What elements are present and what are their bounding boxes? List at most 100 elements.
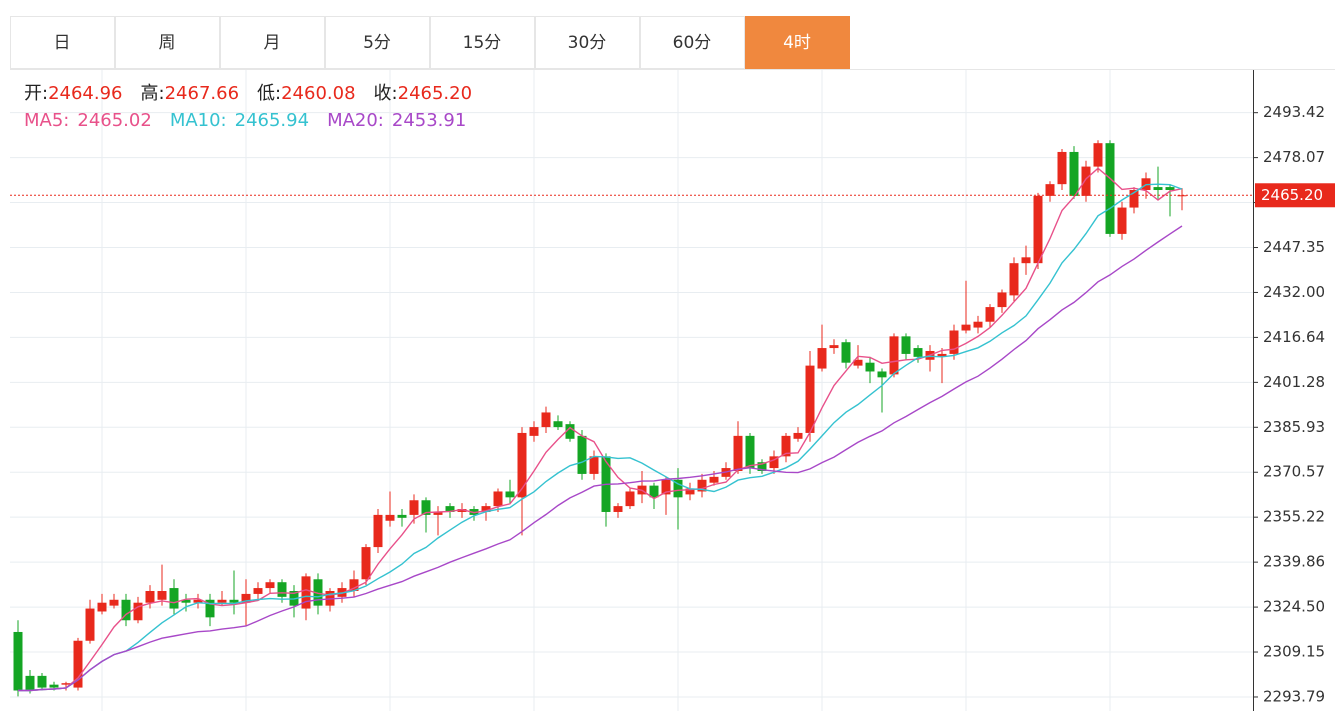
y-tick-label: 2401.28 [1263,373,1325,391]
ohlc-label: 收: [374,83,398,104]
candle-body [253,588,263,594]
candle-body [589,456,599,474]
candle-body [1081,166,1091,196]
y-tick-label: 2416.64 [1263,328,1325,346]
y-tick-label: 2447.35 [1263,238,1325,256]
candle-body [433,511,443,515]
tab[interactable] [10,16,115,69]
candle-body [769,456,779,469]
candle-body [397,514,407,518]
tab[interactable] [325,16,430,69]
candle-body [301,576,311,609]
candle-body [877,371,887,378]
candle-body [133,602,143,621]
candle-body [961,324,971,331]
tab[interactable] [115,16,220,69]
tab-label[interactable]: 日 [54,33,71,53]
candle-body [445,506,455,512]
candle-body [205,599,215,618]
candle-body [421,500,431,515]
ma-value: 2465.02 [77,110,151,131]
candle-body [661,479,671,495]
current-price-label: 2465.20 [1261,186,1323,204]
candle-body [817,348,827,369]
tab-label[interactable]: 5分 [363,33,391,53]
candle-body [1033,195,1043,264]
candle-body [529,427,539,436]
y-tick-label: 2339.86 [1263,553,1325,571]
candle-body [841,342,851,363]
y-tick-label: 2309.15 [1263,643,1325,661]
tab-label[interactable]: 30分 [568,33,607,53]
tab[interactable] [535,16,640,69]
ma-line [18,225,1183,692]
candle-body [241,593,251,603]
candle-body [949,330,959,354]
ma-label: MA10: [170,110,227,131]
y-tick-label: 2493.42 [1263,103,1325,121]
y-tick-label: 2478.07 [1263,148,1325,166]
candle-body [349,579,359,591]
y-tick-label: 2370.57 [1263,463,1325,481]
candle-body [457,509,467,512]
tab-label[interactable]: 4时 [783,33,811,53]
candle-body [889,336,899,375]
candle-body [625,491,635,507]
candle-body [97,602,107,612]
ohlc-value: 2464.96 [48,83,122,104]
candle-body [757,462,767,471]
tab[interactable] [640,16,745,69]
tab[interactable] [430,16,535,69]
candle-body [61,683,71,685]
candle-body [265,582,275,589]
candle-body [745,435,755,469]
current-price-tag [1255,183,1335,208]
candle-body [541,412,551,428]
candle-body [37,675,47,688]
candle-body [1153,187,1163,191]
candle-body [49,684,59,688]
candle-body [865,362,875,372]
tab-label[interactable]: 周 [159,33,176,53]
candle-body [649,485,659,498]
candle-body [373,514,383,548]
candle-body [733,435,743,471]
tab-label[interactable]: 月 [264,33,281,53]
ohlc-value: 2465.20 [398,83,472,104]
ohlc-value: 2467.66 [165,83,239,104]
candle-body [805,365,815,433]
tab[interactable] [220,16,325,69]
tab[interactable] [745,16,850,69]
y-tick-label: 2293.79 [1263,687,1325,705]
candle-body [577,435,587,474]
candle-body [1093,143,1103,167]
candle-body [481,506,491,512]
candle-body [997,292,1007,308]
ohlc-label: 高: [141,83,165,104]
candle-body [1009,263,1019,296]
candle-body [553,421,563,428]
candle-body [793,432,803,439]
ma-value: 2465.94 [235,110,309,131]
tab-label[interactable]: 15分 [463,33,502,53]
candle-body [1129,190,1139,208]
candle-body [1057,151,1067,185]
candle-body [409,500,419,515]
candle-body [673,479,683,498]
ma-label: MA5: [24,110,69,131]
tab-label[interactable]: 60分 [673,33,712,53]
candle-body [361,547,371,580]
candle-body [313,579,323,606]
candle-body [517,432,527,498]
ma-line [18,183,1183,692]
candle-body [169,588,179,609]
candle-body [181,599,191,603]
candle-body [697,479,707,492]
candle-body [193,599,203,603]
candle-body [85,608,95,641]
candle-body [1021,257,1031,264]
candle-body [1165,187,1175,191]
ma-label: MA20: [327,110,384,131]
candle-body [1105,143,1115,234]
ma-value: 2453.91 [392,110,466,131]
